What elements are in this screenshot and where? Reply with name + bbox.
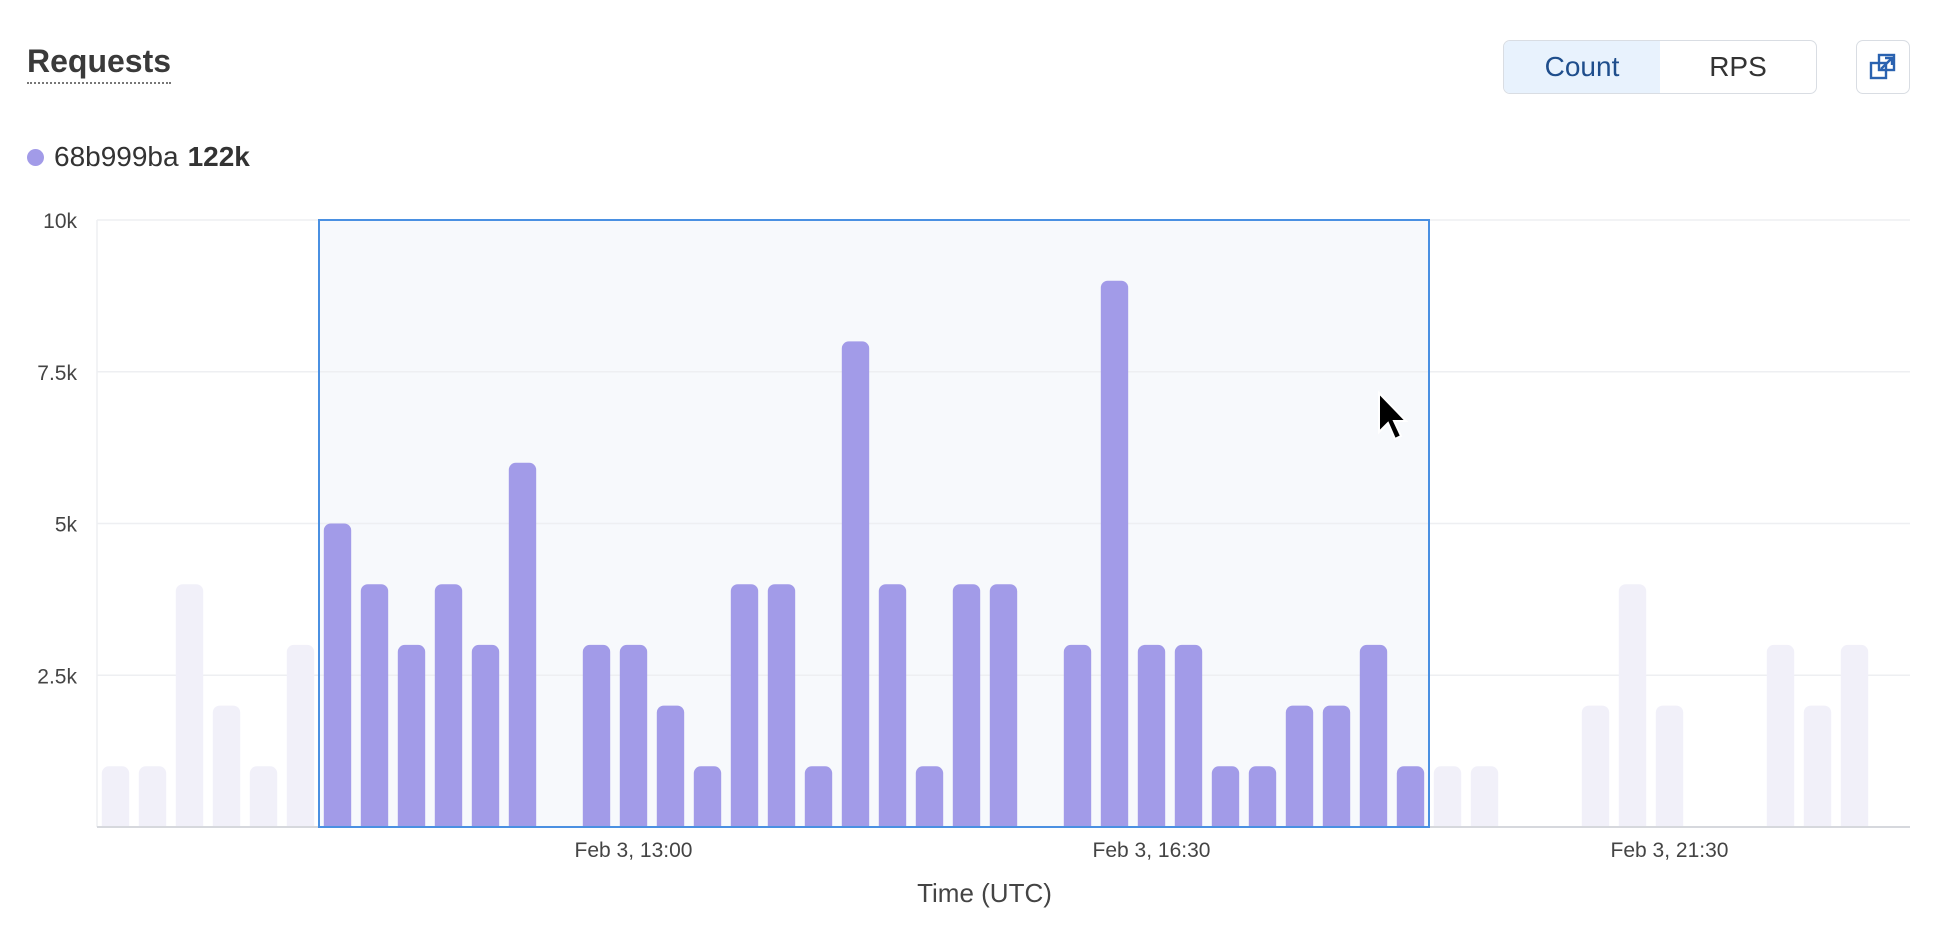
x-axis-label: Time (UTC) — [917, 878, 1052, 908]
legend-dot — [27, 148, 44, 166]
y-tick-label: 2.5k — [37, 665, 77, 688]
bar — [804, 766, 833, 833]
bar — [138, 766, 167, 833]
bar — [915, 766, 944, 833]
bar — [1137, 644, 1166, 833]
x-tick-label: Feb 3, 13:00 — [575, 839, 693, 862]
bar — [101, 766, 130, 833]
bar — [1840, 644, 1869, 833]
bar — [1581, 705, 1610, 833]
bar — [434, 584, 463, 833]
bar — [730, 584, 759, 833]
x-tick-label: Feb 3, 16:30 — [1093, 839, 1211, 862]
bar — [1766, 644, 1795, 833]
bar — [952, 584, 981, 833]
selection-border — [318, 219, 1430, 828]
bar — [878, 584, 907, 833]
legend: 68b999ba 122k — [27, 141, 250, 173]
bar — [1618, 584, 1647, 833]
toggle-rps-button[interactable]: RPS — [1709, 51, 1767, 82]
expand-icon — [1869, 53, 1896, 80]
bar — [1396, 766, 1425, 833]
y-tick-label: 10k — [43, 210, 77, 233]
bar — [989, 584, 1018, 833]
bar — [175, 584, 204, 833]
bar — [471, 644, 500, 833]
bar — [1359, 644, 1388, 833]
chart-title[interactable]: Requests — [27, 42, 172, 84]
bar — [841, 341, 870, 833]
bar — [1100, 280, 1129, 833]
y-tick-label: 7.5k — [37, 362, 77, 385]
bar — [767, 584, 796, 833]
bar — [1211, 766, 1240, 833]
bar — [1470, 766, 1499, 833]
bar — [1433, 766, 1462, 833]
bar — [582, 644, 611, 833]
axis-mask — [97, 827, 1910, 835]
legend-total: 122k — [187, 141, 250, 172]
bar — [1803, 705, 1832, 833]
bar — [1655, 705, 1684, 833]
x-tick-label: Feb 3, 21:30 — [1611, 839, 1729, 862]
bar — [1063, 644, 1092, 833]
legend-series-name: 68b999ba — [54, 141, 179, 172]
bar — [1322, 705, 1351, 833]
bar — [1285, 705, 1314, 833]
bar — [397, 644, 426, 833]
bar — [619, 644, 648, 833]
metric-toggle[interactable]: Count RPS — [1503, 40, 1817, 94]
toggle-count-button[interactable]: Count — [1504, 41, 1660, 93]
bar — [656, 705, 685, 833]
bar — [1174, 644, 1203, 833]
expand-button[interactable] — [1856, 40, 1910, 94]
bar — [323, 523, 352, 833]
cursor-icon — [1378, 390, 1409, 441]
bar — [693, 766, 722, 833]
bar — [360, 584, 389, 833]
bar — [249, 766, 278, 833]
bar — [1248, 766, 1277, 833]
bar — [286, 644, 315, 833]
bar — [212, 705, 241, 833]
bar — [508, 462, 537, 833]
y-tick-label: 5k — [55, 514, 78, 537]
